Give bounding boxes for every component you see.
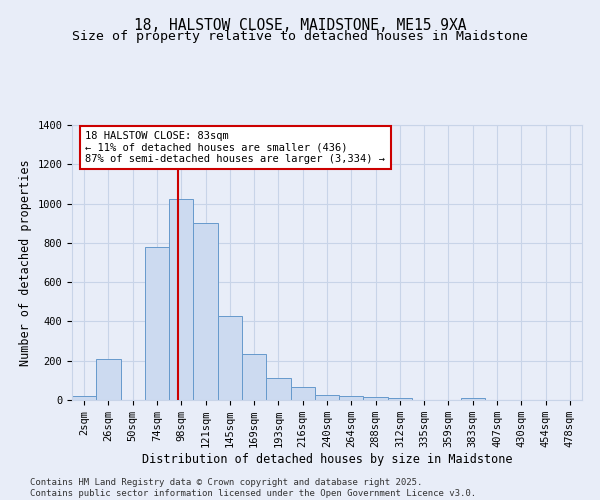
Text: 18, HALSTOW CLOSE, MAIDSTONE, ME15 9XA: 18, HALSTOW CLOSE, MAIDSTONE, ME15 9XA [134,18,466,32]
Bar [218,316,242,400]
Bar [461,398,485,400]
Y-axis label: Number of detached properties: Number of detached properties [19,159,32,366]
Bar [169,198,193,400]
Bar [339,396,364,400]
Bar [315,395,339,400]
Bar [364,397,388,400]
Text: Contains HM Land Registry data © Crown copyright and database right 2025.
Contai: Contains HM Land Registry data © Crown c… [30,478,476,498]
Text: 18 HALSTOW CLOSE: 83sqm
← 11% of detached houses are smaller (436)
87% of semi-d: 18 HALSTOW CLOSE: 83sqm ← 11% of detache… [85,131,385,164]
Bar [72,396,96,400]
Text: Size of property relative to detached houses in Maidstone: Size of property relative to detached ho… [72,30,528,43]
Bar [388,398,412,400]
Bar [193,223,218,400]
Bar [242,354,266,400]
Bar [96,359,121,400]
Bar [266,378,290,400]
Bar [145,247,169,400]
X-axis label: Distribution of detached houses by size in Maidstone: Distribution of detached houses by size … [142,453,512,466]
Bar [290,386,315,400]
